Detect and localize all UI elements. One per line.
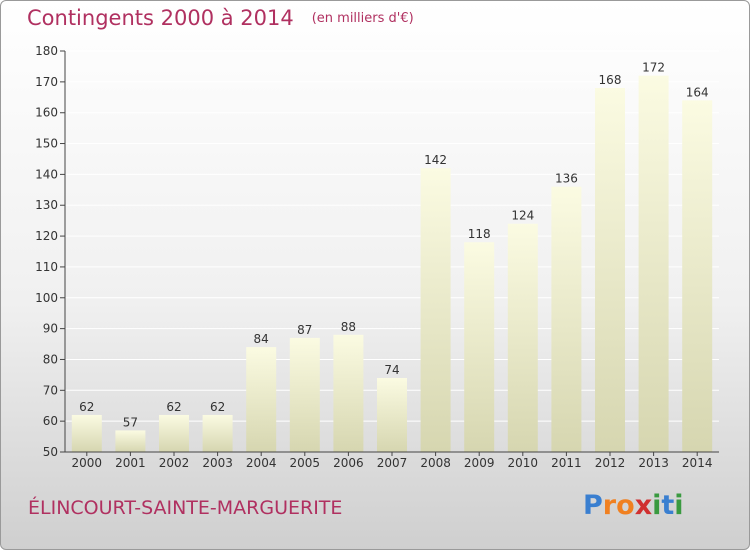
bar xyxy=(289,337,320,452)
data-label: 84 xyxy=(254,332,269,346)
bar xyxy=(115,430,146,452)
logo-letter: o xyxy=(616,490,635,521)
data-label: 172 xyxy=(642,61,665,75)
x-tick-label: 2009 xyxy=(464,456,495,470)
bar xyxy=(333,334,364,452)
y-tick-label: 150 xyxy=(35,137,58,151)
x-tick-label: 2008 xyxy=(420,456,451,470)
y-tick-labels: 50 60 70 80 90 100 110 120 130 140 150 160 170 180 xyxy=(35,44,58,459)
data-label: 57 xyxy=(123,415,138,429)
data-label: 74 xyxy=(384,363,399,377)
logo-letter: i xyxy=(652,490,662,521)
x-tick-label: 2002 xyxy=(159,456,190,470)
data-label: 87 xyxy=(297,323,312,337)
y-tick-label: 120 xyxy=(35,229,58,243)
bar xyxy=(595,88,625,452)
axes xyxy=(60,50,719,456)
x-tick-label: 2001 xyxy=(115,456,146,470)
x-tick-label: 2007 xyxy=(377,456,408,470)
proxiti-logo: Proxiti xyxy=(583,490,684,521)
data-label: 118 xyxy=(468,227,491,241)
chart-title-text: Contingents 2000 à 2014 xyxy=(27,6,294,30)
x-tick-label: 2003 xyxy=(202,456,233,470)
bar xyxy=(71,414,102,452)
data-label: 136 xyxy=(555,172,578,186)
bar xyxy=(202,414,233,452)
y-tick-label: 60 xyxy=(43,414,58,428)
bar xyxy=(246,347,277,452)
data-label: 142 xyxy=(424,153,447,167)
y-tick-label: 170 xyxy=(35,75,58,89)
y-tick-label: 180 xyxy=(35,44,58,58)
y-tick-label: 90 xyxy=(43,322,58,336)
bar xyxy=(420,168,451,452)
y-tick-label: 110 xyxy=(35,260,58,274)
bar xyxy=(638,75,669,452)
data-label: 62 xyxy=(210,400,225,414)
bar xyxy=(551,186,582,452)
city-name: ÉLINCOURT-SAINTE-MARGUERITE xyxy=(28,497,343,519)
logo-letter: x xyxy=(634,490,653,521)
y-tick-label: 160 xyxy=(35,106,58,120)
data-label: 124 xyxy=(511,209,534,223)
y-tick-label: 130 xyxy=(35,198,58,212)
y-tick-label: 70 xyxy=(43,383,58,397)
bar xyxy=(682,100,713,452)
y-tick-label: 50 xyxy=(43,445,58,459)
bar xyxy=(464,242,495,452)
y-tick-label: 100 xyxy=(35,291,58,305)
x-tick-label: 2014 xyxy=(682,456,713,470)
logo-letter: r xyxy=(602,490,617,521)
data-label: 62 xyxy=(79,400,94,414)
logo-letter: i xyxy=(674,490,684,521)
y-tick-label: 80 xyxy=(43,352,58,366)
x-tick-label: 2006 xyxy=(333,456,364,470)
data-label: 62 xyxy=(166,400,181,414)
bar xyxy=(507,223,538,452)
x-tick-label: 2013 xyxy=(638,456,669,470)
data-labels: 62 57 62 62 84 87 88 74 142 118 124 136 168 172 164 xyxy=(79,61,708,430)
logo-letter: P xyxy=(583,490,603,521)
data-label: 88 xyxy=(341,320,356,334)
logo-letter: t xyxy=(661,490,675,521)
x-tick-label: 2004 xyxy=(246,456,277,470)
bars xyxy=(71,75,713,452)
chart-unit-label: (en milliers d'€) xyxy=(311,11,414,26)
x-tick-label: 2000 xyxy=(72,456,103,470)
data-label: 164 xyxy=(686,85,709,99)
x-tick-labels: 2000 2001 2002 2003 2004 2005 2006 2007 2008 2009… xyxy=(72,456,713,470)
bar xyxy=(377,377,407,452)
x-tick-label: 2005 xyxy=(290,456,321,470)
x-tick-label: 2012 xyxy=(595,456,626,470)
x-tick-label: 2011 xyxy=(551,456,582,470)
x-tick-label: 2010 xyxy=(508,456,539,470)
bar xyxy=(159,414,189,452)
y-tick-label: 140 xyxy=(35,167,58,181)
chart-title: Contingents 2000 à 2014 (en milliers d'€) xyxy=(27,6,414,30)
data-label: 168 xyxy=(599,73,622,87)
